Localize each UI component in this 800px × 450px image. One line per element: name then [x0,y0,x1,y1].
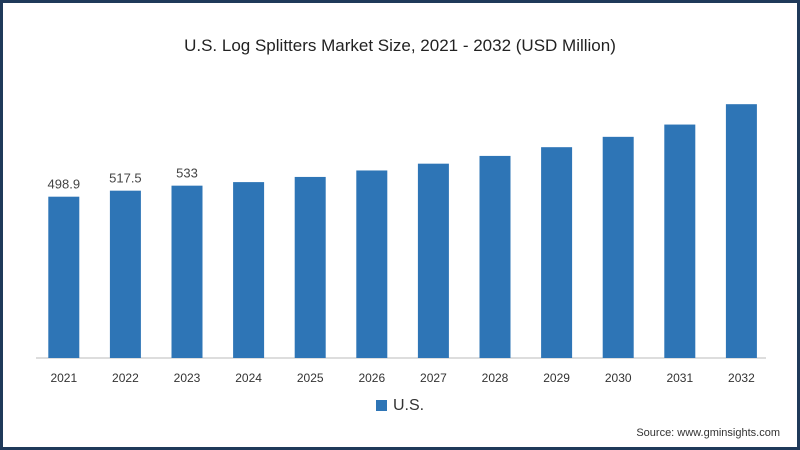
legend-label: U.S. [392,397,425,414]
x-tick-label: 2023 [174,371,201,385]
bar-2024 [233,182,265,358]
chart-title: U.S. Log Splitters Market Size, 2021 - 2… [184,36,616,55]
x-tick-label: 2025 [297,371,324,385]
bar-2027 [417,163,449,358]
legend: U.S. [0,397,800,415]
bar-2026 [356,170,388,358]
data-label: 498.9 [48,177,81,192]
x-tick-label: 2032 [728,371,755,385]
x-tick-label: 2026 [358,371,385,385]
x-tick-label: 2029 [543,371,570,385]
x-tick-label: 2022 [112,371,139,385]
bar-2029 [541,147,573,358]
bar-2022 [109,190,141,358]
bar-2032 [725,104,757,358]
bar-2028 [479,155,511,358]
x-tick-label: 2030 [605,371,632,385]
x-tick-label: 2027 [420,371,447,385]
bar-2030 [602,136,634,358]
x-tick-label: 2028 [482,371,509,385]
source-note: Source: www.gminsights.com [636,427,780,439]
bar-2025 [294,176,326,358]
data-label: 533 [176,166,198,181]
data-label: 517.5 [109,171,142,186]
legend-swatch [375,400,387,411]
x-tick-label: 2021 [50,371,77,385]
bar-2031 [664,124,696,358]
bar-2023 [171,185,203,358]
x-tick-label: 2024 [235,371,262,385]
x-tick-label: 2031 [666,371,693,385]
bar-2021 [48,196,80,358]
